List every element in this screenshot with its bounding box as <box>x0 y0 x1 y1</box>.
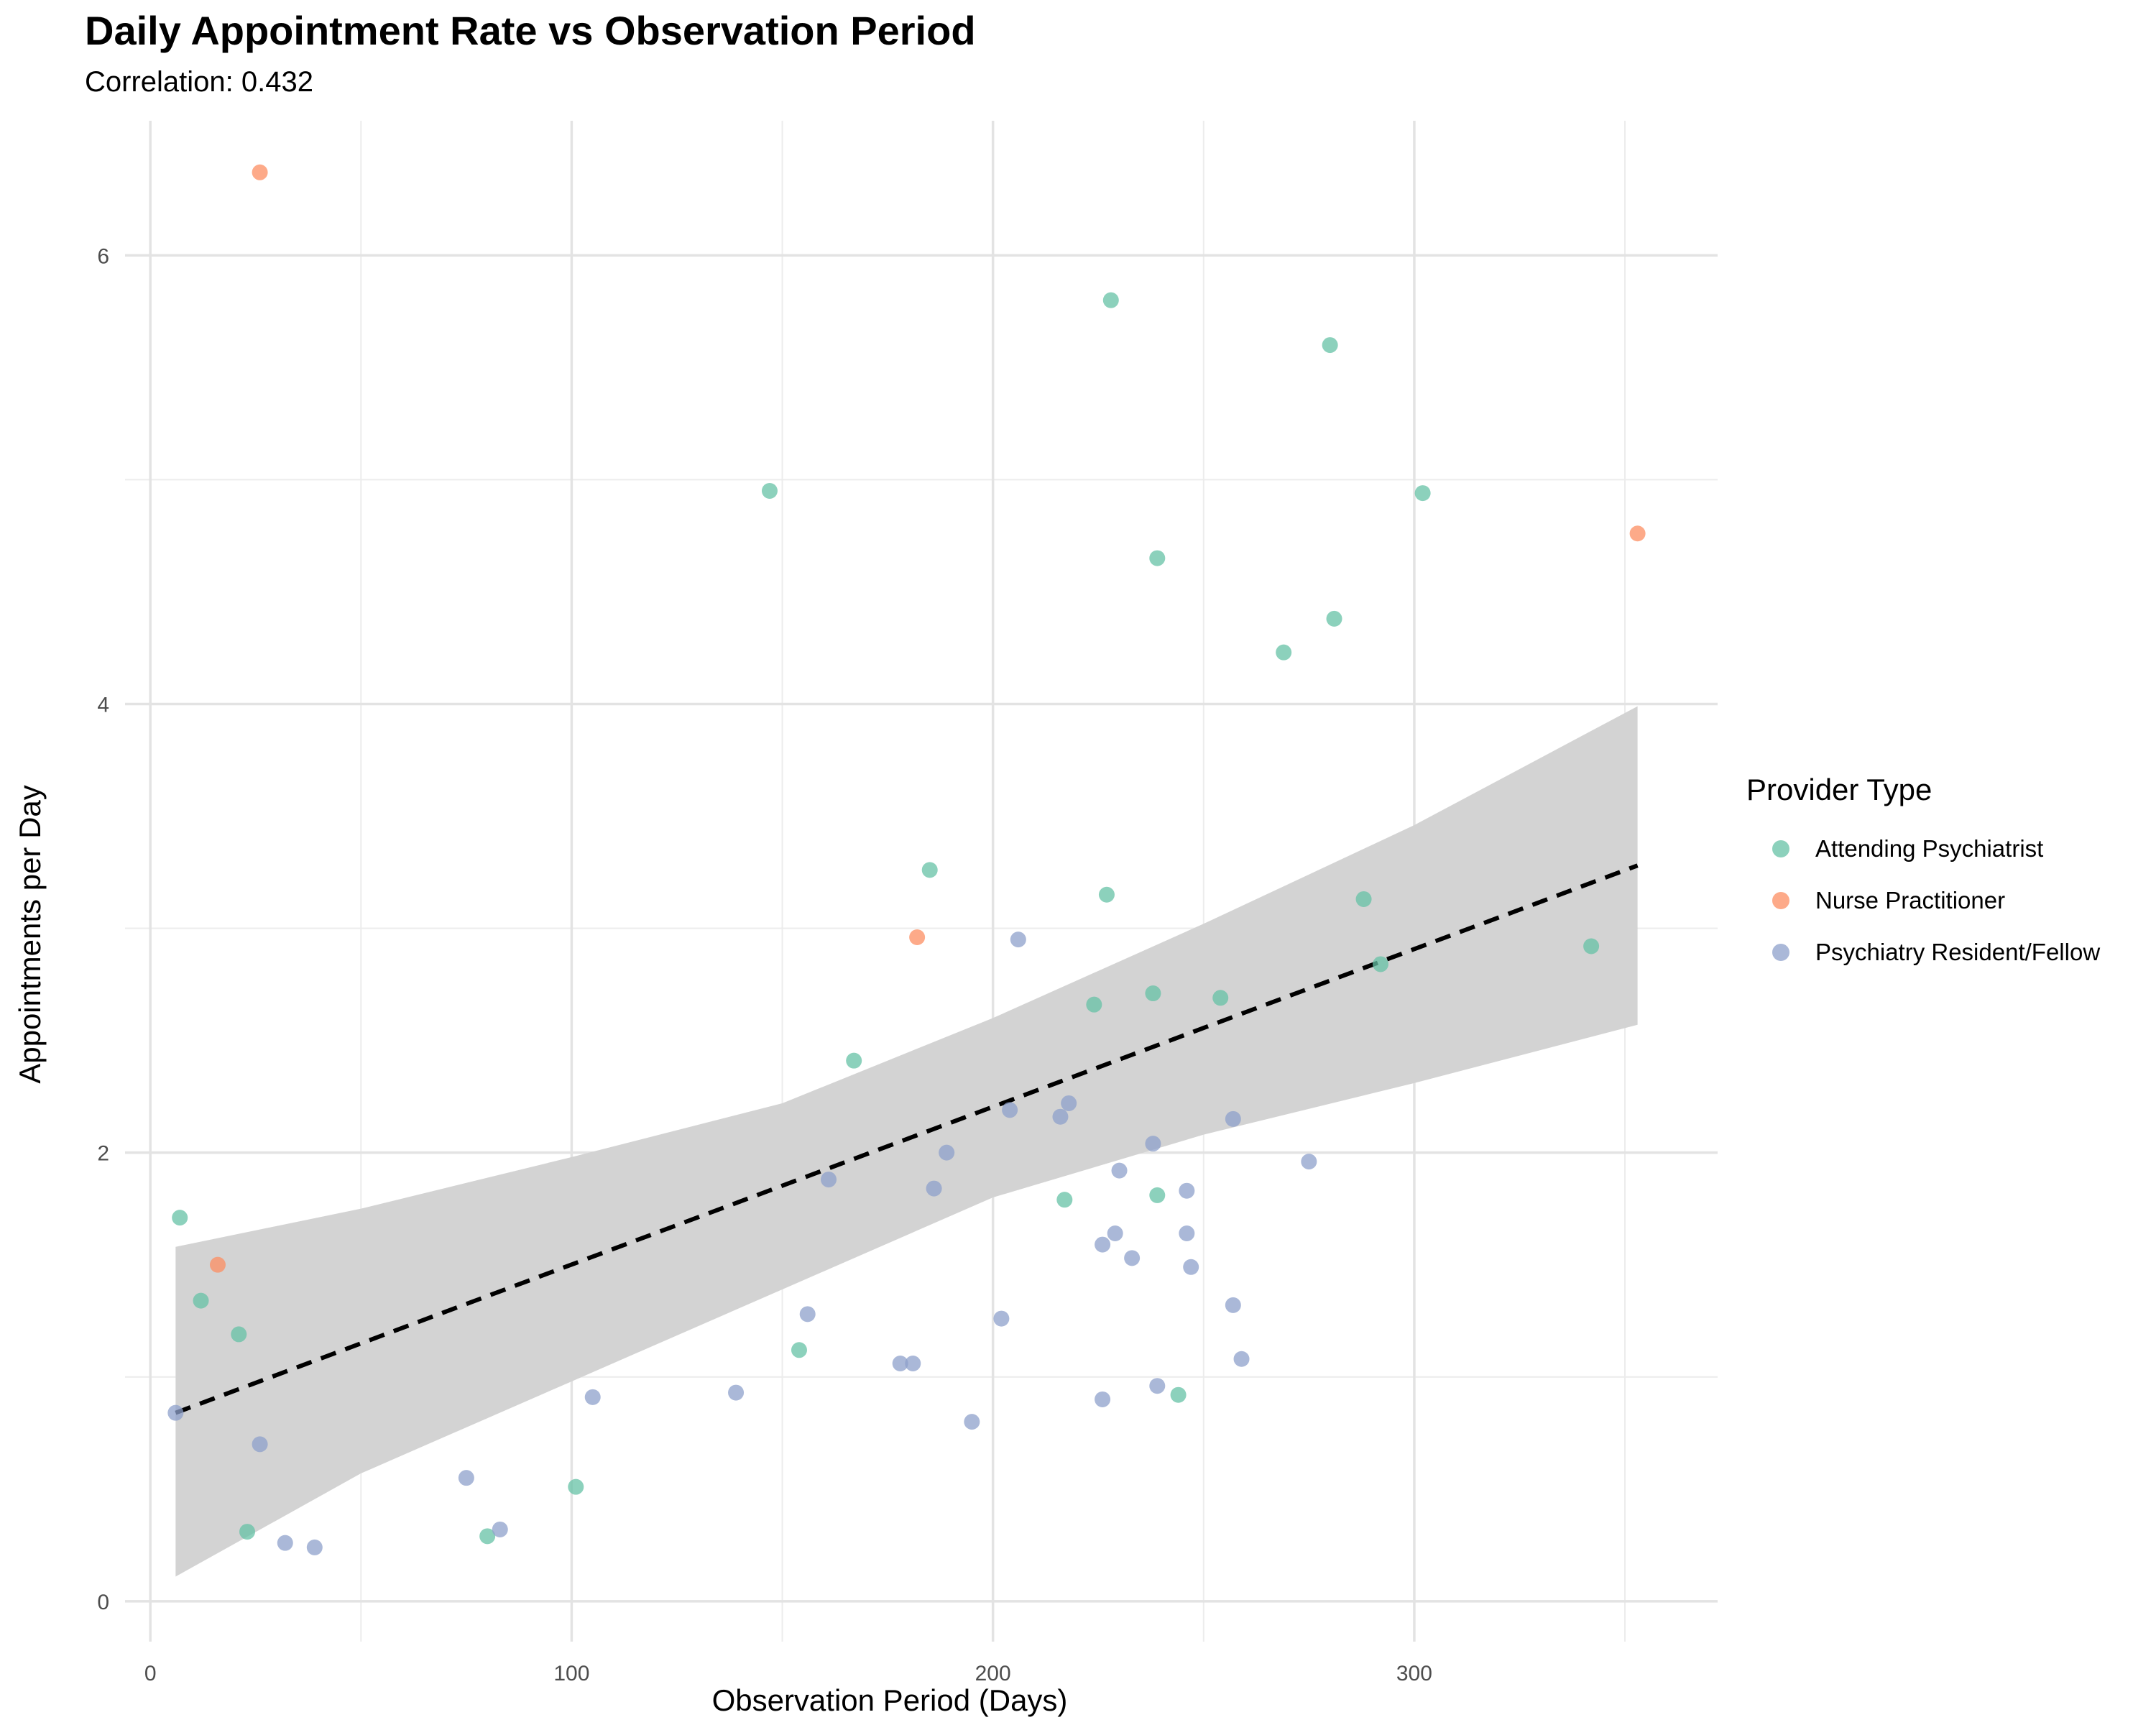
data-point <box>1170 1386 1187 1403</box>
data-point <box>1179 1182 1195 1199</box>
legend-items: Attending Psychiatrist Nurse Practitioner… <box>1746 823 2100 978</box>
x-tick-label: 100 <box>553 1662 589 1685</box>
data-point <box>728 1384 745 1401</box>
trend-line-layer <box>175 863 1639 1415</box>
data-point <box>1095 1236 1111 1253</box>
data-point <box>306 1539 323 1555</box>
data-point <box>252 1436 268 1453</box>
x-axis-title: Observation Period (Days) <box>712 1683 1068 1717</box>
y-axis-title: Appointments per Day <box>13 785 47 1084</box>
data-point <box>1056 1192 1073 1208</box>
data-point <box>791 1342 807 1358</box>
data-point <box>1225 1297 1241 1313</box>
data-point <box>905 1356 921 1372</box>
data-point <box>1002 1102 1018 1118</box>
legend-title: Provider Type <box>1746 773 1932 806</box>
y-tick-label: 6 <box>97 244 109 268</box>
legend-label: Attending Psychiatrist <box>1815 835 2044 862</box>
legend: Provider Type Attending Psychiatrist Nurs… <box>1746 773 2100 978</box>
data-point <box>1102 292 1119 308</box>
data-point <box>1233 1351 1250 1367</box>
legend-label: Nurse Practitioner <box>1815 887 2006 914</box>
data-point <box>479 1528 496 1545</box>
data-point <box>1225 1110 1241 1127</box>
series-psychiatry-resident-fellow <box>167 932 1317 1555</box>
y-tick-label: 0 <box>97 1591 109 1614</box>
data-point <box>1212 990 1229 1006</box>
data-point <box>1086 996 1102 1013</box>
data-point <box>921 862 938 878</box>
legend-item: Nurse Practitioner <box>1746 875 2100 926</box>
data-point <box>1326 610 1342 627</box>
data-point <box>1583 938 1600 954</box>
data-point <box>1322 337 1338 354</box>
legend-item: Attending Psychiatrist <box>1746 823 2100 875</box>
data-point <box>1061 1095 1077 1111</box>
data-point <box>926 1180 942 1197</box>
data-point <box>231 1326 247 1343</box>
data-point <box>799 1306 816 1322</box>
series-nurse-practitioner <box>209 164 1646 1273</box>
chart-title: Daily Appointment Rate vs Observation Pe… <box>85 8 976 53</box>
data-point <box>1095 1391 1111 1407</box>
data-point <box>821 1172 837 1188</box>
legend-key <box>1772 944 1789 961</box>
legend-item: Psychiatry Resident/Fellow <box>1746 926 2100 978</box>
data-point <box>964 1414 980 1430</box>
data-point <box>892 1356 908 1372</box>
data-point <box>939 1144 955 1161</box>
data-point <box>1145 985 1161 1002</box>
y-tick-label: 4 <box>97 693 109 717</box>
x-tick-label: 300 <box>1396 1662 1432 1685</box>
data-point <box>568 1478 584 1495</box>
data-point <box>458 1470 474 1486</box>
data-point <box>584 1389 601 1405</box>
data-point <box>909 929 926 946</box>
tick-labels: 0 100 200 300 0 2 4 6 <box>97 244 1432 1685</box>
chart-subtitle: Correlation: 0.432 <box>85 66 313 98</box>
data-point <box>1373 956 1389 972</box>
data-point <box>492 1521 508 1537</box>
legend-key <box>1772 892 1789 909</box>
x-tick-label: 0 <box>144 1662 157 1685</box>
legend-key <box>1772 840 1789 857</box>
data-point <box>1098 886 1115 903</box>
data-point <box>1629 525 1646 542</box>
data-point <box>277 1535 293 1551</box>
data-point <box>1107 1225 1123 1241</box>
data-point <box>252 164 268 180</box>
legend-label: Psychiatry Resident/Fellow <box>1815 939 2101 965</box>
data-point <box>167 1404 184 1421</box>
x-tick-label: 200 <box>975 1662 1011 1685</box>
points-layer <box>167 164 1646 1555</box>
data-point <box>172 1210 188 1226</box>
data-point <box>1149 550 1166 566</box>
trend-line <box>175 863 1639 1415</box>
data-point <box>1179 1225 1195 1241</box>
data-point <box>1414 485 1431 502</box>
data-point <box>1149 1378 1166 1394</box>
data-point <box>1124 1250 1141 1266</box>
data-point <box>239 1524 256 1540</box>
data-point <box>846 1052 862 1069</box>
series-attending-psychiatrist <box>172 292 1600 1545</box>
data-point <box>193 1292 209 1309</box>
data-point <box>1111 1162 1128 1179</box>
data-point <box>1183 1259 1199 1275</box>
data-point <box>993 1310 1010 1327</box>
data-point <box>1355 891 1372 907</box>
data-point <box>1149 1187 1166 1203</box>
data-point <box>1301 1154 1317 1170</box>
y-tick-label: 2 <box>97 1142 109 1166</box>
data-point <box>1145 1136 1161 1152</box>
data-point <box>761 482 778 499</box>
data-point <box>1010 932 1026 948</box>
data-point <box>1052 1108 1069 1125</box>
data-point <box>1276 644 1292 661</box>
data-point <box>209 1256 226 1273</box>
